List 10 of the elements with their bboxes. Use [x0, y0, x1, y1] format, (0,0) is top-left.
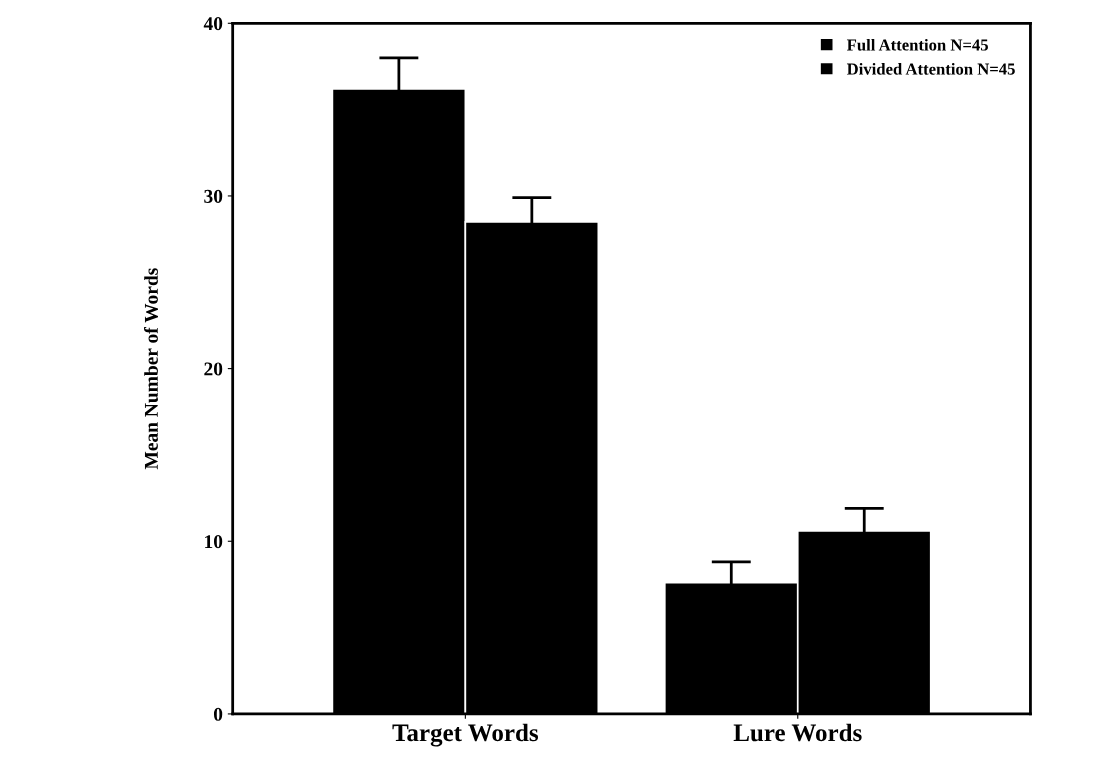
y-tick-label: 30 — [204, 189, 223, 203]
x-tick-label: Lure Words — [733, 723, 862, 742]
x-tick-label: Target Words — [392, 723, 539, 747]
legend-label: Divided Attention N=45 — [846, 62, 1015, 75]
y-tick-label: 40 — [203, 17, 223, 31]
y-axis-title: Mean Number of Words — [144, 268, 158, 470]
legend-label: Full Attention N=45 — [846, 38, 988, 51]
y-tick-label: 10 — [205, 535, 223, 549]
y-tick-label: 0 — [213, 707, 223, 721]
y-tick-label: 20 — [204, 362, 223, 376]
